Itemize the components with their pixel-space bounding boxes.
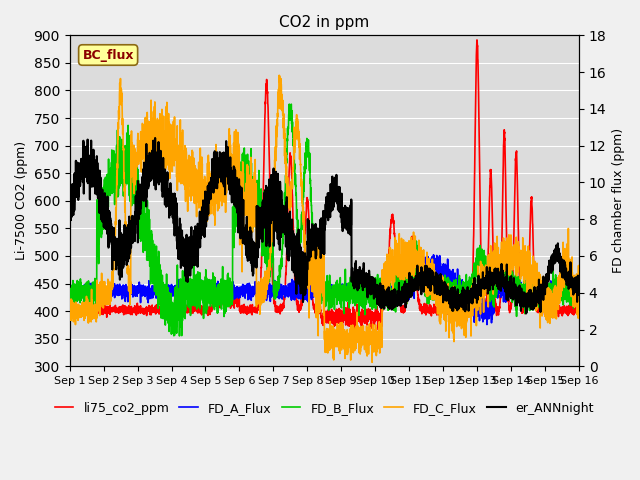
FD_A_Flux — [527, 289, 534, 295]
li75_co2_ppm — [208, 306, 216, 312]
FD_A_Flux — [374, 287, 381, 293]
Line: FD_B_Flux: FD_B_Flux — [70, 104, 579, 336]
li75_co2_ppm — [575, 308, 583, 313]
li75_co2_ppm — [66, 306, 74, 312]
li75_co2_ppm — [175, 309, 182, 314]
Line: er_ANNnight: er_ANNnight — [70, 138, 579, 313]
Legend: li75_co2_ppm, FD_A_Flux, FD_B_Flux, FD_C_Flux, er_ANNnight: li75_co2_ppm, FD_A_Flux, FD_B_Flux, FD_C… — [50, 396, 599, 420]
er_ANNnight — [575, 283, 582, 288]
er_ANNnight — [374, 289, 381, 295]
FD_C_Flux — [575, 282, 582, 288]
FD_C_Flux — [575, 280, 583, 286]
FD_B_Flux — [175, 309, 182, 315]
Y-axis label: FD chamber flux (ppm): FD chamber flux (ppm) — [612, 128, 625, 274]
Line: FD_C_Flux: FD_C_Flux — [70, 75, 579, 362]
er_ANNnight — [151, 135, 159, 141]
er_ANNnight — [208, 185, 216, 191]
li75_co2_ppm — [374, 327, 382, 333]
FD_C_Flux — [175, 172, 182, 178]
FD_B_Flux — [208, 286, 216, 292]
FD_A_Flux — [483, 322, 491, 327]
li75_co2_ppm — [473, 37, 481, 43]
li75_co2_ppm — [527, 200, 534, 205]
FD_C_Flux — [66, 310, 74, 316]
li75_co2_ppm — [374, 308, 381, 314]
FD_B_Flux — [285, 101, 293, 107]
FD_A_Flux — [66, 293, 74, 299]
FD_A_Flux — [429, 252, 437, 258]
FD_B_Flux — [575, 288, 582, 293]
FD_A_Flux — [575, 290, 582, 296]
FD_C_Flux — [208, 183, 216, 189]
FD_B_Flux — [527, 285, 534, 291]
Title: CO2 in ppm: CO2 in ppm — [279, 15, 369, 30]
er_ANNnight — [522, 311, 530, 316]
er_ANNnight — [527, 297, 534, 303]
Text: BC_flux: BC_flux — [83, 48, 134, 61]
FD_B_Flux — [175, 333, 183, 339]
er_ANNnight — [175, 237, 183, 243]
FD_B_Flux — [66, 287, 74, 292]
li75_co2_ppm — [383, 283, 390, 288]
FD_A_Flux — [575, 287, 583, 293]
Line: li75_co2_ppm: li75_co2_ppm — [70, 40, 579, 330]
FD_C_Flux — [383, 257, 390, 263]
Line: FD_A_Flux: FD_A_Flux — [70, 255, 579, 324]
FD_A_Flux — [383, 286, 390, 292]
Y-axis label: Li-7500 CO2 (ppm): Li-7500 CO2 (ppm) — [15, 141, 28, 260]
FD_B_Flux — [383, 282, 390, 288]
li75_co2_ppm — [575, 306, 582, 312]
FD_C_Flux — [527, 267, 534, 273]
FD_A_Flux — [175, 288, 182, 294]
FD_C_Flux — [275, 72, 283, 78]
er_ANNnight — [66, 197, 74, 203]
FD_B_Flux — [575, 281, 583, 287]
er_ANNnight — [383, 297, 390, 302]
FD_A_Flux — [208, 285, 216, 290]
FD_C_Flux — [368, 360, 376, 365]
er_ANNnight — [575, 285, 583, 290]
FD_C_Flux — [374, 339, 381, 345]
FD_B_Flux — [374, 291, 381, 297]
